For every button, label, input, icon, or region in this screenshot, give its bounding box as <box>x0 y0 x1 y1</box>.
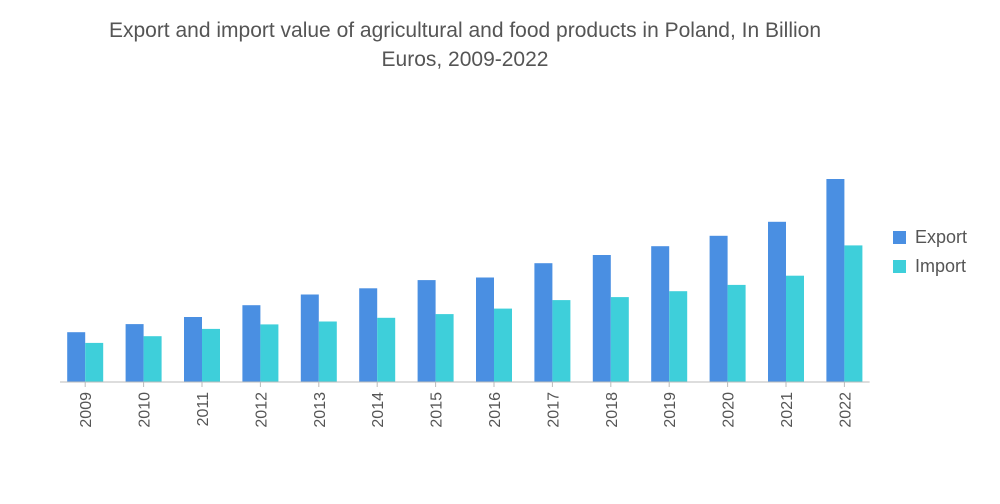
bar-export-2020 <box>709 235 728 382</box>
x-tick-label-2010: 2010 <box>137 392 154 428</box>
bar-export-2014 <box>359 288 378 382</box>
bar-import-2014 <box>377 317 396 382</box>
bar-import-2017 <box>552 300 571 382</box>
x-tick-label-2019: 2019 <box>662 392 679 428</box>
x-tick-label-2013: 2013 <box>312 392 329 428</box>
legend-swatch-import <box>893 260 906 273</box>
legend-label-import: Import <box>915 256 967 276</box>
bar-import-2013 <box>318 321 337 382</box>
x-tick-label-2011: 2011 <box>195 392 212 427</box>
bar-import-2009 <box>85 342 104 382</box>
bar-import-2010 <box>143 336 162 382</box>
legend-item-import: Import <box>893 252 967 281</box>
x-tick-label-2020: 2020 <box>721 392 738 428</box>
legend: Export Import <box>893 223 967 281</box>
x-tick-label-2021: 2021 <box>779 392 796 428</box>
bar-export-2021 <box>768 221 786 382</box>
bar-import-2020 <box>727 284 746 382</box>
x-tick-label-2018: 2018 <box>604 392 621 428</box>
bar-export-2016 <box>476 277 494 382</box>
bar-export-2011 <box>184 317 202 382</box>
bar-import-2019 <box>669 291 688 382</box>
x-tick-label-2017: 2017 <box>545 392 562 428</box>
bar-import-2016 <box>494 308 512 382</box>
bar-export-2022 <box>826 179 845 382</box>
x-tick-label-2016: 2016 <box>487 392 504 428</box>
bar-import-2022 <box>844 245 863 382</box>
x-tick-label-2015: 2015 <box>429 392 446 428</box>
bar-export-2010 <box>125 324 144 382</box>
bar-import-2012 <box>260 324 279 382</box>
bar-import-2021 <box>786 275 804 382</box>
bar-export-2019 <box>651 246 670 382</box>
bar-export-2015 <box>417 280 436 382</box>
x-tick-label-2022: 2022 <box>837 392 854 428</box>
bar-import-2011 <box>202 328 220 382</box>
legend-swatch-export <box>893 231 906 244</box>
bar-export-2012 <box>242 305 261 382</box>
legend-item-export: Export <box>893 223 967 252</box>
chart-title-line-2: Euros, 2009-2022 <box>381 48 549 71</box>
x-tick-label-2012: 2012 <box>253 392 270 428</box>
chart-title-line-1: Export and import value of agricultural … <box>108 19 822 42</box>
bar-export-2009 <box>67 332 86 382</box>
bar-export-2017 <box>534 263 553 382</box>
legend-label-export: Export <box>915 227 968 247</box>
bar-export-2018 <box>592 255 611 382</box>
chart-title: Export and import value of agricultural … <box>0 16 930 74</box>
bar-import-2018 <box>610 297 629 382</box>
bar-export-2013 <box>300 294 319 382</box>
bar-import-2015 <box>435 314 454 382</box>
x-tick-label-2014: 2014 <box>370 392 387 428</box>
x-tick-label-2009: 2009 <box>78 392 95 428</box>
